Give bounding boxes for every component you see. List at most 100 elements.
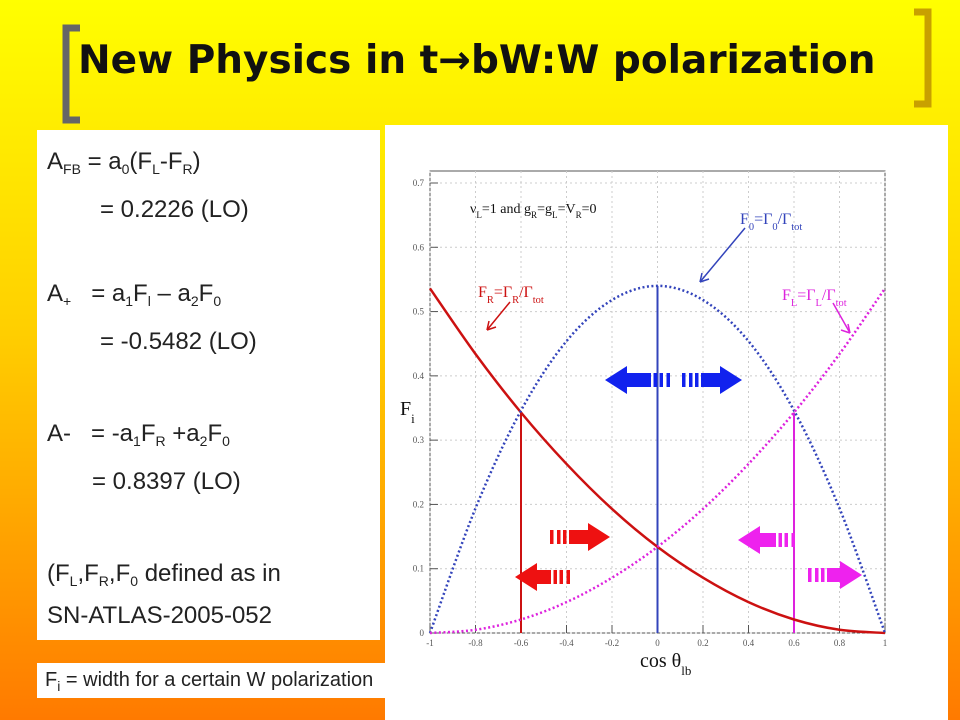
- arrow-tail: [695, 373, 699, 387]
- y-axis-label: Fi: [400, 398, 415, 426]
- subscript: FB: [63, 161, 81, 177]
- subscript: 0: [222, 433, 230, 449]
- formula-line: = 0.2226 (LO): [100, 196, 249, 224]
- text-run: =1 and g: [482, 202, 531, 217]
- text-run: = a: [71, 280, 126, 307]
- formula-box: AFB = a0(FL-FR) = 0.2226 (LO) A+ = a1Fl – …: [37, 130, 380, 640]
- subscript: 1: [133, 433, 141, 449]
- arrow-tail: [689, 373, 693, 387]
- subscript: R: [98, 573, 109, 589]
- subscript: R: [512, 295, 519, 306]
- subscript: l: [147, 293, 151, 309]
- text-run: F: [140, 420, 156, 447]
- arrow-body: [569, 523, 610, 551]
- x-axis-label: cos θlb: [640, 650, 691, 678]
- y-tick-label: 0.2: [413, 499, 424, 509]
- direction-arrow: [738, 526, 795, 554]
- arrow-body: [605, 366, 651, 394]
- text-run: = -0.5482 (LO): [100, 328, 257, 355]
- subscript: 0: [749, 222, 754, 233]
- text-run: = width for a certain W polarization: [60, 669, 374, 691]
- text-run: =Γ: [797, 287, 815, 304]
- subscript: 0: [213, 293, 222, 309]
- text-run: A- = -a: [47, 420, 134, 447]
- subscript: L: [552, 210, 558, 220]
- text-run: /Γ: [519, 284, 533, 301]
- y-tick-label: 0.5: [413, 307, 425, 317]
- text-run: F: [740, 211, 749, 228]
- pointer: [699, 227, 746, 283]
- arrow-tail: [653, 373, 657, 387]
- arrow-tail: [791, 533, 795, 547]
- y-tick-label: 0.7: [413, 178, 425, 188]
- chart-panel: [385, 125, 948, 720]
- x-tick-label: 0.4: [743, 638, 755, 648]
- left-bracket: [62, 24, 80, 124]
- series-line: [429, 287, 887, 635]
- text-run: =0: [582, 202, 597, 217]
- x-tick-label: -0.2: [605, 638, 619, 648]
- subscript: 2: [199, 433, 208, 449]
- series-label: FL=ΓL/Γtot: [782, 287, 847, 309]
- subscript: tot: [791, 222, 802, 233]
- subscript: i: [411, 411, 415, 426]
- subscript: 0: [130, 573, 139, 589]
- pointer: [486, 301, 511, 331]
- text-run: = 0.2226 (LO): [100, 196, 249, 223]
- subscript: 1: [125, 293, 134, 309]
- arrow-tail: [778, 533, 782, 547]
- direction-arrow: [808, 561, 862, 589]
- text-run: – a: [150, 280, 191, 307]
- text-run: F: [400, 398, 411, 420]
- subscript: L: [152, 161, 160, 177]
- x-tick-label: 0.6: [788, 638, 800, 648]
- text-run: /Γ: [778, 211, 792, 228]
- text-run: F: [207, 420, 223, 447]
- y-tick-label: 0.6: [413, 242, 425, 252]
- subscript: L: [476, 210, 482, 220]
- pointer-head: [699, 272, 710, 283]
- arrow-tail: [550, 530, 554, 544]
- text-run: =V: [558, 202, 576, 217]
- arrow-tail: [557, 530, 561, 544]
- subscript: R: [576, 210, 583, 220]
- subscript: L: [69, 573, 78, 589]
- y-tick-label: 0.4: [413, 371, 425, 381]
- pointer-head: [840, 323, 851, 334]
- y-tick-label: 0.3: [413, 435, 425, 445]
- subscript: R: [182, 161, 193, 177]
- subscript: i: [57, 678, 61, 694]
- arrow-tail: [659, 373, 663, 387]
- arrow-body: [515, 563, 551, 591]
- arrow-body: [827, 561, 862, 589]
- slide-title: New Physics in t→bW:W polarization: [78, 38, 876, 83]
- pointer: [832, 302, 851, 334]
- text-run: F: [198, 280, 214, 307]
- text-run: F: [45, 669, 58, 691]
- arrow-tail: [666, 373, 670, 387]
- text-run: defined as in: [138, 560, 281, 587]
- title-brackets: [62, 8, 932, 124]
- arrow-tail: [559, 570, 563, 584]
- plot-note: νL=1 and gR=gL=VR=0: [470, 202, 597, 220]
- text-run: SN-ATLAS-2005-052: [47, 602, 272, 629]
- subscript: L: [791, 298, 797, 309]
- text-run: cos θ: [640, 650, 681, 672]
- arrow-tail: [821, 568, 825, 582]
- text-run: -F: [159, 148, 183, 175]
- formula-line: = 0.8397 (LO): [92, 468, 241, 496]
- text-run: F: [478, 284, 487, 301]
- x-tick-label: 0.8: [834, 638, 846, 648]
- y-tick-label: 0.1: [413, 564, 424, 574]
- formula-line: (FL,FR,F0 defined as in: [47, 560, 281, 589]
- text-run: A: [47, 280, 64, 307]
- text-run: F: [782, 287, 791, 304]
- arrow-tail: [784, 533, 788, 547]
- pointer-head: [486, 320, 497, 331]
- arrow-body: [738, 526, 776, 554]
- direction-arrow: [550, 523, 610, 551]
- arrow-tail: [808, 568, 812, 582]
- subscript: 0: [121, 161, 130, 177]
